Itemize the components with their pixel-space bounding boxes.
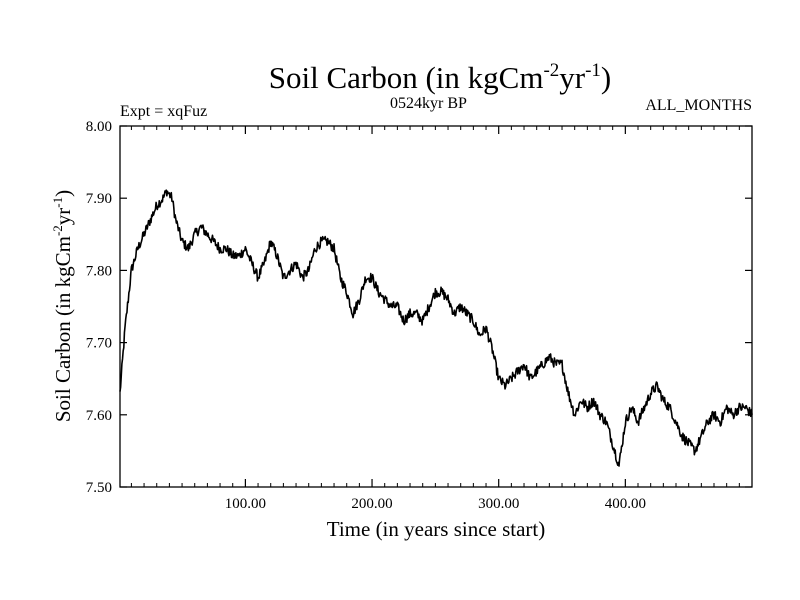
y-axis-label: Soil Carbon (in kgCm-2yr-1) bbox=[50, 190, 75, 422]
series-line bbox=[119, 189, 753, 467]
x-axis-minor-ticks bbox=[130, 126, 740, 487]
plot-frame bbox=[119, 125, 753, 488]
period-label: 0524kyr BP bbox=[390, 95, 467, 112]
x-axis-label: Time (in years since start) bbox=[327, 517, 546, 541]
y-tick-label: 8.00 bbox=[86, 119, 112, 135]
x-axis-ticks: 100.00 200.00 300.00 400.00 bbox=[225, 126, 646, 512]
y-axis-ticks: 7.50 7.60 7.70 7.80 7.90 8.00 bbox=[86, 119, 752, 496]
y-tick-label: 7.60 bbox=[86, 408, 112, 424]
experiment-label: Expt = xqFuz bbox=[120, 103, 207, 120]
y-tick-label: 7.50 bbox=[86, 480, 112, 496]
x-tick-label: 200.00 bbox=[351, 496, 392, 512]
x-tick-label: 100.00 bbox=[225, 496, 266, 512]
months-label: ALL_MONTHS bbox=[645, 97, 752, 114]
x-tick-label: 300.00 bbox=[478, 496, 519, 512]
y-tick-label: 7.90 bbox=[86, 191, 112, 207]
x-tick-label: 400.00 bbox=[605, 496, 646, 512]
y-tick-label: 7.80 bbox=[86, 263, 112, 279]
chart-title: Soil Carbon (in kgCm-2yr-1) bbox=[269, 60, 612, 95]
data-series bbox=[119, 189, 753, 467]
y-tick-label: 7.70 bbox=[86, 336, 112, 352]
